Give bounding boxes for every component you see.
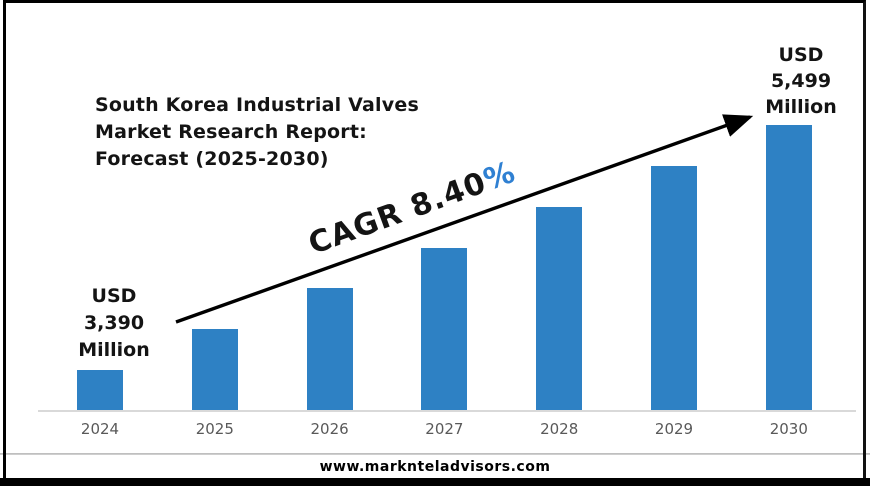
bar-2024: [77, 370, 123, 410]
bar-2030: [765, 125, 812, 410]
x-axis-line: [38, 410, 856, 412]
x-tick-2029: 2029: [654, 420, 694, 438]
value-label-2030-line-2: 5,499: [770, 70, 832, 92]
bar-2027: [421, 247, 468, 410]
website-link[interactable]: www.marknteladvisors.com: [319, 459, 551, 475]
value-label-2024-line-3: Million: [78, 339, 150, 361]
bar-2026: [306, 288, 353, 410]
footer-divider: [0, 453, 870, 455]
value-label-2024-line-1: USD: [91, 285, 137, 307]
value-label-2030: USD 5,499 Million: [737, 42, 865, 120]
x-tick-2026: 2026: [310, 420, 349, 438]
bottom-black-band: [0, 478, 870, 486]
x-tick-2030: 2030: [769, 420, 808, 438]
x-tick-2024: 2024: [80, 420, 120, 438]
value-label-2024-line-2: 3,390: [83, 312, 145, 334]
x-tick-2027: 2027: [425, 420, 464, 438]
value-label-2024: USD 3,390 Million: [50, 283, 178, 364]
bar-2025: [191, 329, 238, 410]
x-tick-2025: 2025: [195, 420, 234, 438]
bar-2029: [651, 165, 697, 410]
value-label-2030-line-1: USD: [778, 44, 824, 66]
x-tick-2028: 2028: [540, 420, 579, 438]
value-label-2030-line-3: Million: [765, 96, 837, 118]
bar-2028: [536, 206, 583, 410]
chart-title-line-1: South Korea Industrial Valves: [95, 94, 419, 116]
